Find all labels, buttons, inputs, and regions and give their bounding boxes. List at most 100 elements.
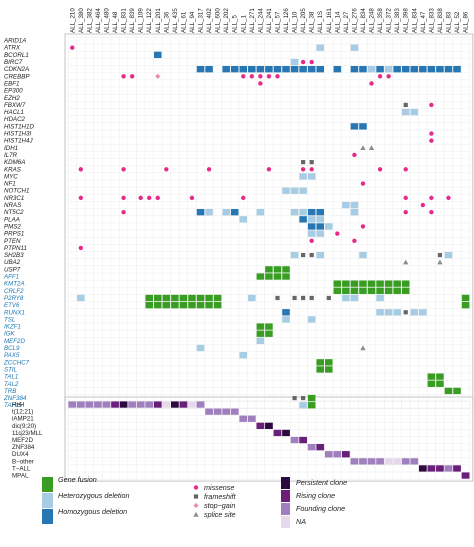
subtype-panel-frame xyxy=(64,396,474,482)
cell-homo xyxy=(307,209,316,216)
cell-het xyxy=(384,309,393,316)
sample-label: ALL_205 xyxy=(300,8,307,33)
subtype-label: HeH xyxy=(12,402,24,409)
cell-gene xyxy=(384,280,393,287)
cell-homo xyxy=(282,309,290,316)
clone-cell-rising xyxy=(427,465,436,472)
clone-cell-founding xyxy=(213,408,222,415)
gene-label: KRAS xyxy=(4,166,22,173)
gene-label: CDKN2A xyxy=(4,66,29,73)
sample-label: ALL_398 xyxy=(403,8,410,33)
clone-cell-rising xyxy=(179,401,188,408)
cell-gene xyxy=(162,301,171,309)
clone-cell-founding xyxy=(136,401,145,408)
gene-label: TAL1 xyxy=(4,374,18,381)
cell-homo xyxy=(299,66,307,73)
sample-label: ALL_382 xyxy=(86,8,93,33)
cell-gene xyxy=(376,287,384,294)
mark-missense xyxy=(78,245,84,251)
legend-swatch-het xyxy=(42,493,53,508)
cell-gene xyxy=(188,301,196,309)
cell-gene xyxy=(333,287,342,294)
cell-homo xyxy=(248,66,256,73)
cell-het xyxy=(393,309,401,316)
clone-cell-persistent xyxy=(171,401,179,408)
cell-het xyxy=(290,251,299,259)
subtype-label: 11q23/MLL xyxy=(12,430,43,437)
legend-label-missense: missense xyxy=(204,483,234,492)
cell-homo xyxy=(239,66,248,73)
cell-homo xyxy=(299,216,307,223)
cell-homo xyxy=(230,66,239,73)
legend-label-splice: splice site xyxy=(204,510,236,519)
cell-gene xyxy=(205,301,213,309)
sample-label: ALL_47 xyxy=(420,11,427,33)
mark-missense xyxy=(429,102,434,108)
clone-cell-rising xyxy=(111,401,119,408)
cell-het xyxy=(325,223,333,230)
clone-cell-persistent xyxy=(265,422,273,429)
cell-homo xyxy=(350,123,359,130)
cell-gene xyxy=(427,380,436,387)
clone-cell-founding xyxy=(205,408,213,415)
cell-het xyxy=(307,216,316,223)
mark-missense xyxy=(429,209,434,215)
legend-label-gene: Gene fusion xyxy=(58,475,97,484)
legend-label-persistent: Persistent clone xyxy=(296,478,347,487)
cell-gene xyxy=(333,280,342,287)
cell-gene xyxy=(145,294,153,302)
legend-mark-frameshift xyxy=(193,494,199,499)
cell-homo xyxy=(350,66,359,73)
mark-missense xyxy=(300,59,306,65)
clone-cell-founding xyxy=(367,458,376,465)
gene-label: AFF1 xyxy=(3,274,19,281)
cell-het xyxy=(419,309,427,316)
sample-label: ALL_435 xyxy=(172,8,179,33)
gene-label: BCORL1 xyxy=(4,52,29,59)
cell-gene xyxy=(350,280,359,287)
cell-het xyxy=(282,187,290,194)
gene-label: ARID1A xyxy=(3,38,26,45)
mark-missense xyxy=(78,167,84,172)
cell-homo xyxy=(453,66,461,73)
cell-gene xyxy=(307,394,316,402)
clone-cell-founding xyxy=(128,401,136,408)
legend-label-stopgain: stop−gain xyxy=(204,501,235,510)
cell-homo xyxy=(436,66,444,73)
cell-gene xyxy=(359,280,367,287)
cell-gene xyxy=(359,287,367,294)
cell-het xyxy=(239,216,248,223)
cell-gene xyxy=(154,294,162,302)
cell-gene xyxy=(401,280,410,287)
clone-cell-founding xyxy=(196,401,205,408)
cell-gene xyxy=(273,273,282,280)
gene-label: P2RY8 xyxy=(4,295,24,302)
cell-gene xyxy=(436,380,444,387)
sample-label: ALL_839 xyxy=(129,8,136,33)
sample-label: ALL_241 xyxy=(266,8,273,33)
cell-het xyxy=(222,209,230,216)
cell-het xyxy=(376,309,384,316)
clone-cell-founding xyxy=(239,415,248,422)
gene-label: UBA2 xyxy=(4,259,21,266)
sample-label: ALL_831 xyxy=(121,8,128,33)
gene-label: NRAS xyxy=(4,202,22,209)
sample-label: ALL_201 xyxy=(155,8,162,33)
mark-frameshift xyxy=(309,160,314,165)
mark-missense xyxy=(352,152,357,158)
cell-gene xyxy=(393,287,401,294)
gene-label: FBXW7 xyxy=(4,102,26,109)
cell-homo xyxy=(282,66,290,73)
cell-gene xyxy=(342,287,350,294)
cell-het xyxy=(350,44,359,51)
mark-frameshift xyxy=(301,395,306,401)
legend-mark-missense xyxy=(193,485,199,490)
sample-label: ALL_14 xyxy=(334,11,341,33)
cell-het xyxy=(77,294,85,302)
gene-label: IGK xyxy=(4,331,16,338)
clone-cell-founding xyxy=(324,451,333,458)
cell-het xyxy=(401,108,410,116)
sample-label: ALL_94 xyxy=(189,11,196,33)
clone-cell-na xyxy=(384,458,393,465)
